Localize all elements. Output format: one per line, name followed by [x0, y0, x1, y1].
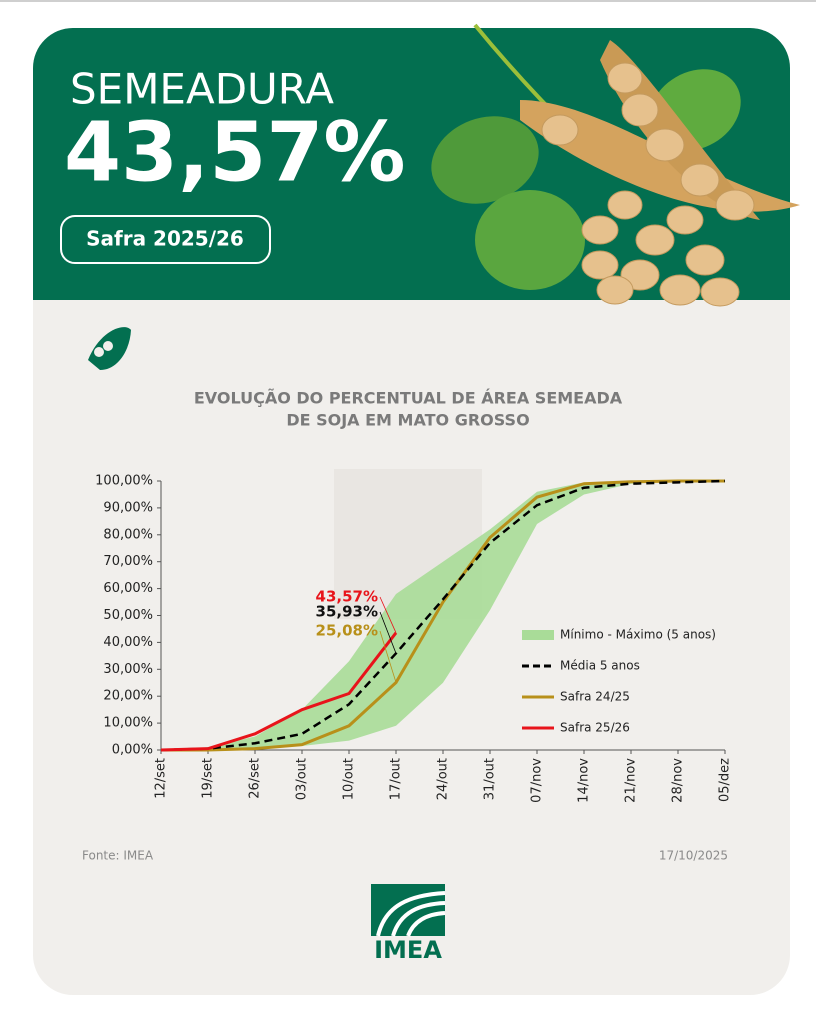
source: Fonte: IMEA — [82, 849, 154, 863]
x-tick-label: 19/set — [201, 758, 216, 799]
legend-swatch — [522, 630, 554, 640]
logo-text: IMEA — [374, 936, 442, 964]
x-tick-label: 31/out — [483, 758, 498, 800]
y-tick-label: 20,00% — [103, 689, 153, 704]
data-label: 35,93% — [316, 603, 378, 621]
x-tick-label: 03/out — [295, 758, 310, 800]
label-leader — [379, 611, 397, 654]
soy-icon — [88, 327, 131, 370]
header-value: 43,57% — [64, 105, 406, 200]
data-label: 25,08% — [316, 622, 378, 640]
season-badge — [60, 215, 271, 264]
x-tick-label: 24/out — [436, 758, 451, 800]
date: 17/10/2025 — [659, 849, 728, 863]
series-line — [160, 631, 398, 752]
top-border — [0, 0, 816, 2]
x-tick-label: 28/nov — [671, 758, 686, 803]
legend-label: Média 5 anos — [560, 659, 640, 673]
y-tick-label: 60,00% — [103, 581, 153, 596]
y-tick-label: 70,00% — [103, 554, 153, 569]
legend-label: Mínimo - Máximo (5 anos) — [560, 628, 716, 642]
x-tick-label: 17/out — [389, 758, 404, 800]
x-tick-label: 05/dez — [718, 758, 733, 802]
y-tick-label: 100,00% — [95, 474, 153, 489]
y-tick-label: 0,00% — [112, 743, 153, 758]
y-tick-label: 50,00% — [103, 608, 153, 623]
chart-title: EVOLUÇÃO DO PERCENTUAL DE ÁREA SEMEADA — [194, 389, 623, 408]
series-line — [160, 479, 726, 752]
series-line — [161, 479, 725, 752]
range-band — [161, 481, 725, 750]
x-tick-label: 26/set — [248, 758, 263, 799]
x-tick-label: 12/set — [154, 758, 169, 799]
y-tick-label: 30,00% — [103, 662, 153, 677]
y-tick-label: 90,00% — [103, 500, 153, 515]
y-tick-label: 10,00% — [103, 716, 153, 731]
legend-label: Safra 24/25 — [560, 690, 630, 704]
data-label: 43,57% — [316, 588, 378, 606]
x-tick-label: 10/out — [342, 758, 357, 800]
x-tick-label: 14/nov — [577, 758, 592, 803]
season-label: Safra 2025/26 — [86, 227, 244, 251]
chart-title: DE SOJA EM MATO GROSSO — [286, 411, 529, 430]
label-leader — [379, 630, 397, 683]
x-tick-label: 21/nov — [624, 758, 639, 803]
y-tick-label: 40,00% — [103, 635, 153, 650]
legend-label: Safra 25/26 — [560, 721, 630, 735]
header-title: SEMEADURA — [70, 65, 334, 114]
logo — [371, 884, 446, 937]
x-tick-label: 07/nov — [530, 758, 545, 803]
soy-illustration — [431, 23, 800, 307]
label-leader — [379, 596, 397, 633]
y-tick-label: 80,00% — [103, 527, 153, 542]
